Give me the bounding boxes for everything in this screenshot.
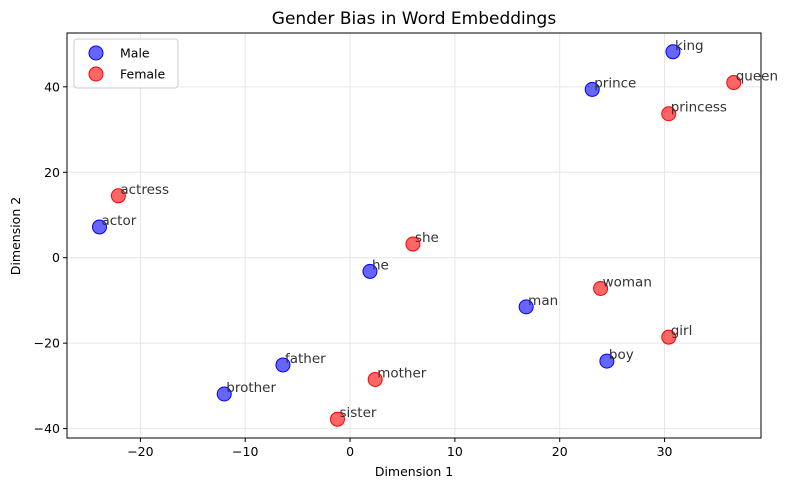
point-label-she: she <box>415 230 439 246</box>
point-label-mother: mother <box>377 365 427 381</box>
point-label-boy: boy <box>609 347 634 363</box>
point-label-princess: princess <box>671 100 727 116</box>
point-label-father: father <box>285 351 326 367</box>
y-tick-label: 20 <box>44 165 60 180</box>
point-label-woman: woman <box>603 274 652 290</box>
data-point-brother <box>216 386 232 402</box>
plot-frame <box>66 32 762 439</box>
data-point-man <box>518 299 534 315</box>
y-axis-label: Dimension 2 <box>8 197 23 275</box>
y-tick-label: 40 <box>44 79 60 94</box>
point-label-king: king <box>675 38 704 54</box>
point-label-prince: prince <box>594 75 636 91</box>
legend: Male Female <box>73 38 179 89</box>
data-point-she <box>405 236 421 252</box>
legend-marker-female <box>88 66 104 82</box>
data-point-actor <box>91 219 107 235</box>
grid-lines <box>67 33 761 438</box>
x-tick-label: −10 <box>232 444 258 459</box>
data-point-girl <box>661 329 677 345</box>
point-label-actress: actress <box>120 182 169 198</box>
data-point-actress <box>110 188 126 204</box>
data-point-king <box>665 44 681 60</box>
point-label-he: he <box>372 257 389 273</box>
x-tick-label: 10 <box>447 444 463 459</box>
data-point-princess <box>661 106 677 122</box>
y-tick-label: −20 <box>34 336 60 351</box>
legend-marker-male <box>88 45 104 61</box>
x-tick-label: 30 <box>657 444 673 459</box>
data-point-he <box>362 263 378 279</box>
data-point-boy <box>599 353 615 369</box>
point-labels: king prince actor he man boy father brother quee… <box>101 38 778 421</box>
data-point-sister <box>329 411 345 427</box>
point-label-brother: brother <box>226 380 276 396</box>
data-points <box>91 44 742 427</box>
x-tick-label: 20 <box>552 444 568 459</box>
data-point-father <box>275 357 291 373</box>
y-tick-label: 0 <box>52 250 60 265</box>
data-point-prince <box>584 81 600 97</box>
x-tick-label: 0 <box>346 444 354 459</box>
y-tick-label: −40 <box>34 421 60 436</box>
point-label-actor: actor <box>101 213 136 229</box>
y-axis-ticks: −40 −20 0 20 40 <box>34 79 67 436</box>
legend-label-male: Male <box>120 46 150 61</box>
point-label-man: man <box>528 293 558 309</box>
point-label-queen: queen <box>736 69 778 85</box>
chart-title: Gender Bias in Word Embeddings <box>272 9 557 29</box>
data-point-woman <box>593 280 609 296</box>
data-point-mother <box>367 371 383 387</box>
point-label-sister: sister <box>339 405 376 421</box>
x-axis-ticks: −20 −10 0 10 20 30 <box>127 438 673 459</box>
point-label-girl: girl <box>671 323 693 339</box>
data-point-queen <box>726 75 742 91</box>
x-axis-label: Dimension 1 <box>375 464 453 479</box>
x-tick-label: −20 <box>127 444 153 459</box>
legend-label-female: Female <box>120 67 166 82</box>
